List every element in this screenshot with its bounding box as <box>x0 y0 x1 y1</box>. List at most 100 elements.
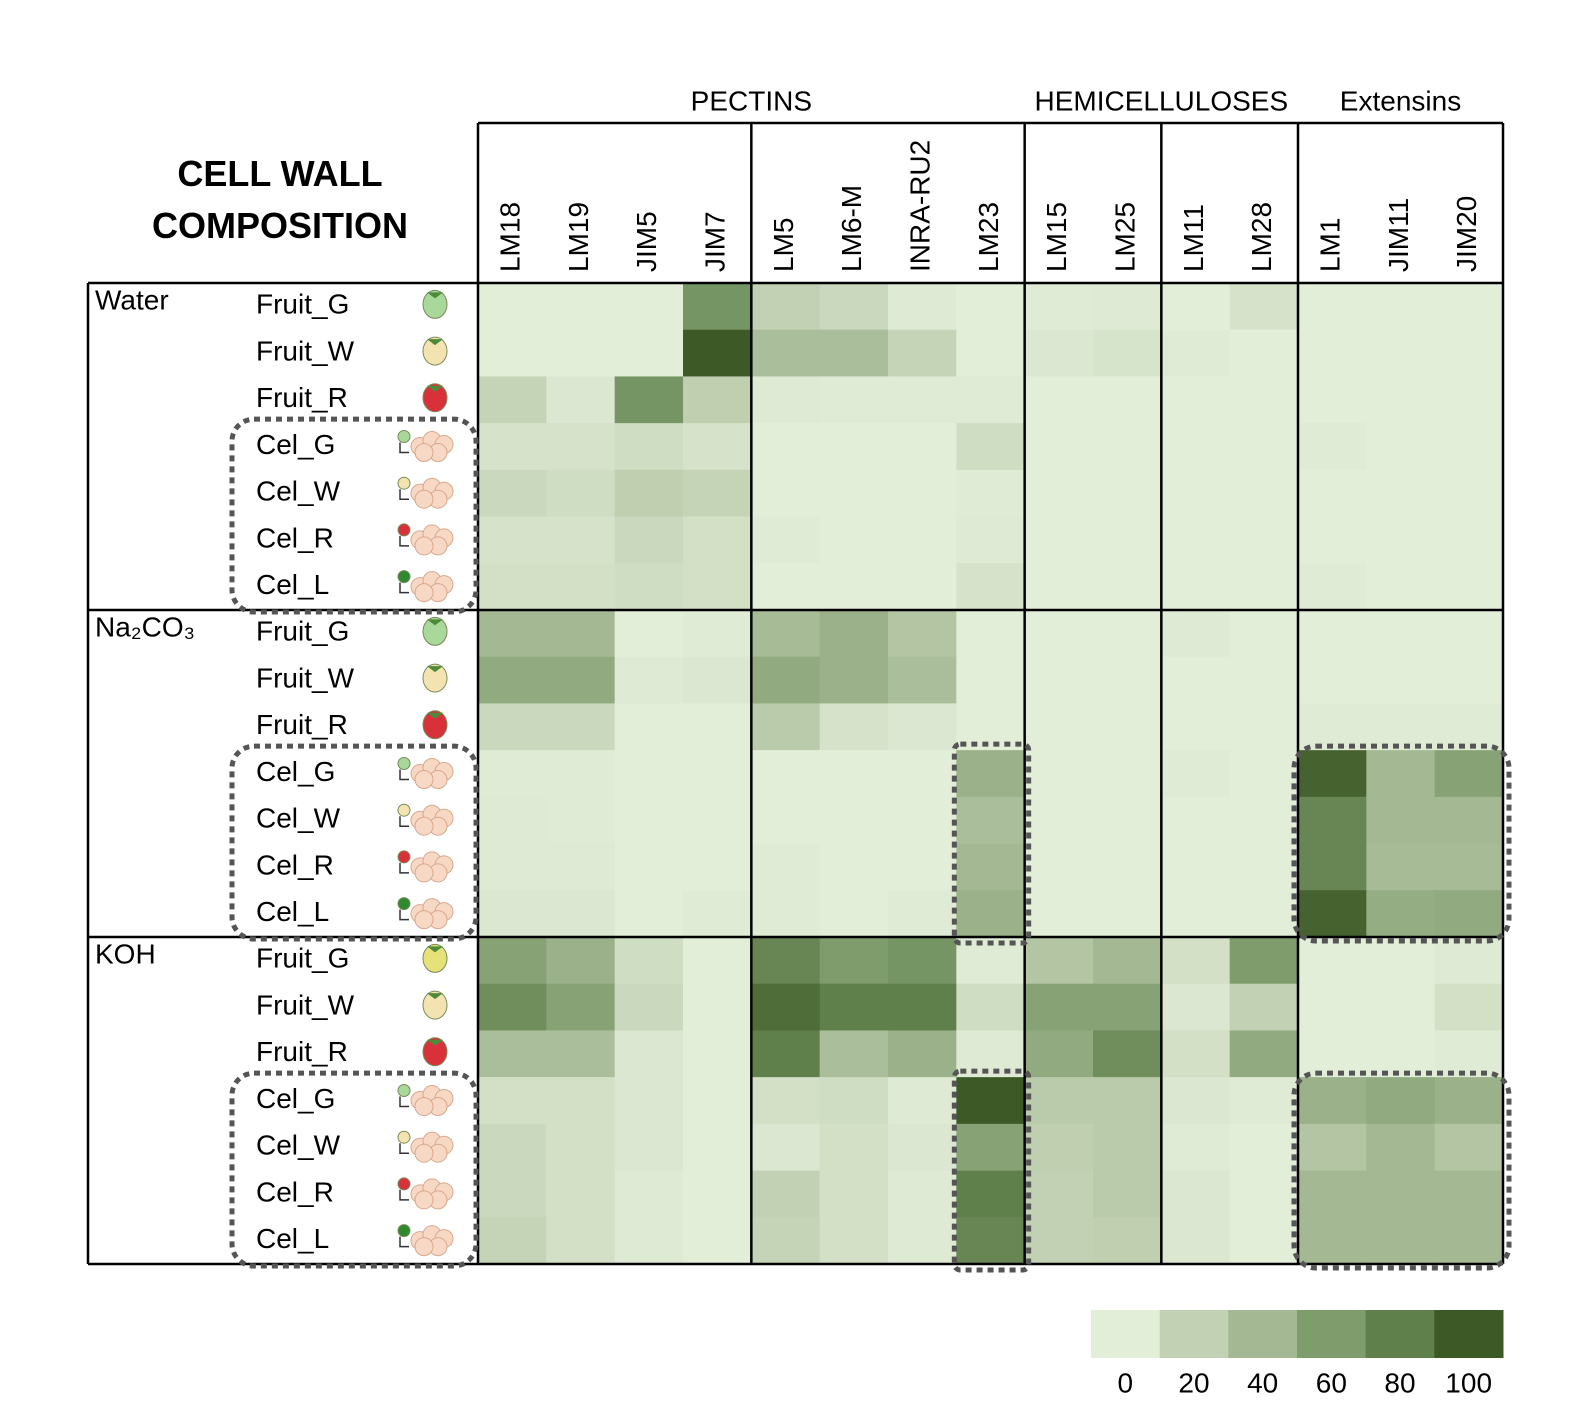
heatmap-cell <box>546 469 616 518</box>
heatmap-cell <box>956 656 1026 705</box>
row-label: Fruit_R <box>256 1036 348 1067</box>
heatmap-cell <box>1434 423 1504 471</box>
colorbar-swatch <box>1091 1310 1161 1358</box>
row-label: Cel_L <box>256 1223 329 1254</box>
colorbar-tick-label: 20 <box>1178 1367 1209 1398</box>
heatmap-cell <box>1093 516 1162 564</box>
heatmap-cell <box>1434 469 1504 518</box>
heatmap-cell <box>751 376 821 424</box>
heatmap-cell <box>546 1217 616 1265</box>
heatmap-cell <box>683 516 752 564</box>
heatmap-cell <box>888 423 957 471</box>
heatmap-cell <box>1298 703 1367 751</box>
heatmap-cell <box>683 656 752 705</box>
heatmap-cell <box>751 937 821 985</box>
heatmap-cell <box>683 469 752 518</box>
heatmap-cell <box>1161 983 1231 1032</box>
heatmap-cell <box>888 329 957 378</box>
colorbar-swatch <box>1159 1310 1229 1358</box>
source-icon <box>397 850 411 864</box>
heatmap-cell <box>683 563 752 611</box>
heatmap-cell <box>1434 610 1504 658</box>
heatmap-cell <box>751 610 821 658</box>
heatmap-cell <box>1229 1123 1299 1172</box>
heatmap-cell <box>819 283 889 331</box>
heatmap-cell <box>478 750 547 798</box>
heatmap-cell <box>1298 610 1367 658</box>
row-label: Cel_G <box>256 429 335 460</box>
source-icon <box>397 476 411 490</box>
heatmap-cell <box>888 843 957 891</box>
heatmap-cell <box>478 843 547 891</box>
source-icon <box>397 757 411 770</box>
cell-cluster-icon <box>414 443 434 462</box>
heatmap-cell <box>1093 610 1162 658</box>
heatmap-cell <box>1093 1123 1162 1172</box>
heatmap-cell <box>1161 703 1231 751</box>
colorbar-tick-label: 40 <box>1247 1367 1278 1398</box>
heatmap-cell <box>1298 283 1367 331</box>
source-icon <box>397 1084 411 1097</box>
highlight-box <box>229 743 479 942</box>
heatmap-cell <box>819 1123 889 1172</box>
heatmap-cell <box>1434 376 1504 424</box>
heatmap-cell <box>751 656 821 705</box>
fruit-leaf <box>427 292 443 299</box>
heatmap-cell <box>546 937 616 985</box>
heatmap-cell <box>478 983 547 1032</box>
heatmap-cell <box>1229 563 1299 611</box>
heatmap-cell <box>751 796 821 845</box>
heatmap-cell <box>819 703 889 751</box>
heatmap-cell <box>614 890 684 938</box>
heatmap-cell <box>614 1123 684 1172</box>
column-group-label: Extensins <box>1340 85 1461 116</box>
colorbar-swatch <box>1297 1310 1367 1358</box>
heatmap-cell <box>614 983 684 1032</box>
heatmap-cell <box>888 1217 957 1265</box>
heatmap-cell <box>478 703 547 751</box>
heatmap-cell <box>1024 843 1094 891</box>
chart-title: CELL WALL COMPOSITION <box>151 153 408 246</box>
heatmap-cell <box>888 750 957 798</box>
heatmap-cell <box>1298 796 1367 845</box>
heatmap-cell <box>751 283 821 331</box>
heatmap-cell <box>888 376 957 424</box>
heatmap-cell <box>1024 1030 1094 1078</box>
heatmap-cell <box>1434 1123 1504 1172</box>
heatmap-cell <box>1229 376 1299 424</box>
heatmap-cell <box>1366 329 1436 378</box>
heatmap-cell <box>478 1077 547 1125</box>
fruit-icon <box>422 943 448 973</box>
heatmap-cell <box>478 1030 547 1078</box>
heatmap-cell <box>683 1217 752 1265</box>
heatmap-cell <box>956 890 1026 938</box>
heatmap-cell <box>751 516 821 564</box>
heatmap-cell <box>1366 563 1436 611</box>
heatmap-cell <box>546 376 616 424</box>
heatmap-cell <box>1229 423 1299 471</box>
heatmap-cell <box>956 750 1026 798</box>
heatmap-cell <box>478 1123 547 1172</box>
heatmap-cell <box>478 1217 547 1265</box>
row-label: Cel_W <box>256 1130 341 1161</box>
heatmap-cell <box>1434 283 1504 331</box>
heatmap-cell <box>1434 1217 1504 1265</box>
row-label: Fruit_G <box>256 616 349 647</box>
heatmap-cell <box>956 1030 1026 1078</box>
heatmap-cell <box>683 796 752 845</box>
heatmap-cell <box>888 703 957 751</box>
heatmap-cell <box>1434 750 1504 798</box>
column-label: LM11 <box>1178 204 1209 272</box>
row-label: Cel_W <box>256 476 341 507</box>
heatmap-cell <box>819 1077 889 1125</box>
source-icon <box>397 1224 411 1238</box>
row-label: Fruit_W <box>256 335 355 366</box>
heatmap-cell <box>1298 983 1367 1032</box>
heatmap-cell <box>1298 656 1367 705</box>
heatmap-cell <box>1024 1123 1094 1172</box>
cell-cluster-icon <box>414 1097 434 1116</box>
colorbar-tick-label: 80 <box>1384 1367 1415 1398</box>
heatmap-cell <box>751 329 821 378</box>
